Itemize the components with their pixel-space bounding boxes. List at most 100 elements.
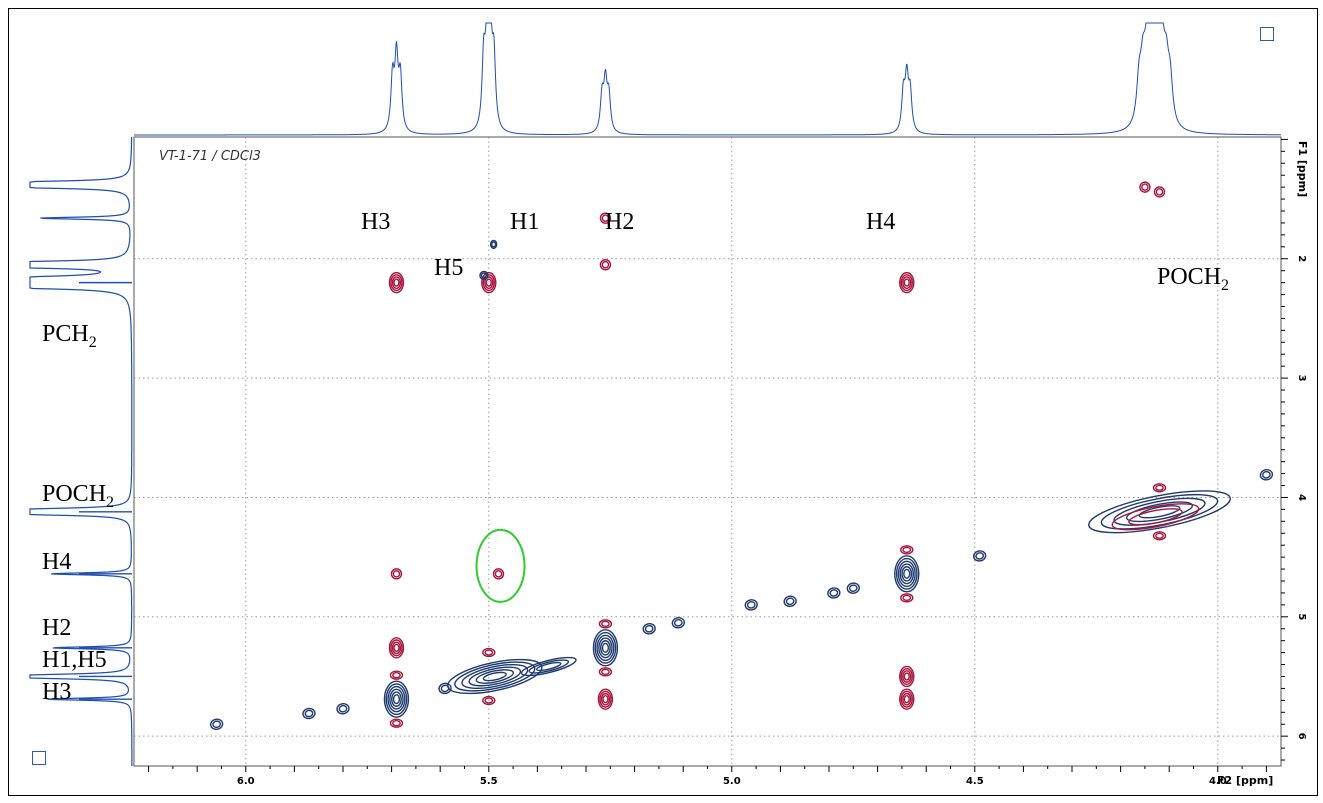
- diagonal-artefact-7-ring: [783, 595, 797, 608]
- cross-peak-1-ring: [484, 276, 494, 289]
- diagonal-peak-above-3: [900, 545, 914, 555]
- diagonal-peak-above-0-ring: [392, 672, 401, 679]
- diagonal-peak-2-ring: [598, 637, 613, 659]
- cross-peak-6-ring: [492, 568, 505, 580]
- diagonal-peak-below-3: [900, 593, 914, 603]
- diagonal-peak-2: [592, 629, 619, 667]
- cross-peak-1-ring: [485, 278, 492, 287]
- cross-peak-10-ring: [900, 690, 913, 708]
- diagonal-artefact-7-ring: [785, 597, 795, 606]
- cluster-positive-b-ring: [491, 241, 497, 248]
- cross-peak-2: [899, 271, 915, 294]
- cross-peak-8-ring: [600, 692, 611, 706]
- diagonal-peak-below-0-ring: [389, 718, 404, 728]
- cluster-positive-b-ring: [489, 239, 498, 250]
- label-h2-left: H2: [42, 615, 72, 641]
- cluster-positive-a-ring: [480, 272, 488, 279]
- label-h2-top: H2: [605, 209, 635, 235]
- cross-peak-0-ring: [388, 271, 405, 294]
- label-h3-left: H3: [42, 679, 72, 705]
- cross-peak-2-ring: [902, 276, 912, 289]
- diagonal-peak-4-ring: [1088, 490, 1231, 534]
- cross-peak-9-ring: [902, 670, 912, 683]
- cross-peak-10-ring: [903, 694, 910, 704]
- cross-peak-2-ring: [899, 271, 915, 294]
- diagonal-artefact-1-ring: [302, 707, 316, 720]
- diagonal-artefact-6-ring: [746, 601, 756, 609]
- diagonal-artefact-11-ring: [1262, 470, 1271, 479]
- diagonal-peak-above-1-ring: [484, 649, 494, 656]
- diagonal-peak-2-ring: [601, 642, 610, 653]
- diagonal-peak-below-2-ring: [598, 667, 613, 677]
- diagonal-artefact-0-ring: [209, 718, 224, 730]
- diagonal-artefact-10-ring: [975, 552, 985, 560]
- cross-peak-9: [899, 665, 915, 688]
- diagonal-artefact-4: [642, 623, 656, 635]
- diagonal-peak-neg-4-ring: [1111, 503, 1200, 531]
- diagonal-artefact-2-ring: [338, 704, 348, 713]
- label-pch2-left: PCH2: [42, 321, 97, 351]
- label-h1h5-left: H1,H5: [42, 647, 107, 673]
- y-axis-unit: F1 [ppm]: [1296, 141, 1309, 197]
- diagonal-peak-0-ring: [383, 680, 410, 718]
- cross-peak-7-ring: [391, 641, 402, 655]
- diagonal-peak-neg-4-ring: [1128, 508, 1183, 526]
- diagonal-peak-above-1: [482, 647, 496, 658]
- diagonal-peak-1-ring: [482, 671, 507, 682]
- corner-box-top-right[interactable]: [1260, 27, 1274, 41]
- diagonal-peak-above-2-ring: [601, 620, 610, 627]
- diagonal-peak-above-4-ring: [1155, 484, 1164, 491]
- diagonal-artefact-9-ring: [846, 582, 860, 594]
- diagonal-peak-2-ring: [592, 629, 619, 667]
- cluster-positive-a: [479, 270, 489, 281]
- cross-peak-2-ring: [900, 274, 913, 292]
- diagonal-peak-1-ring: [461, 663, 529, 689]
- diagonal-artefact-6-ring: [744, 599, 758, 611]
- cross-peak-5-ring: [390, 568, 403, 580]
- diagonal-artefact-3-ring: [438, 682, 452, 695]
- cross-peak-4: [599, 259, 612, 271]
- cross-peak-8-ring: [597, 688, 614, 710]
- diagonal-peak-tail-1-ring: [520, 656, 577, 677]
- diagonal-peak-0-ring: [392, 694, 401, 705]
- diagonal-peak-1: [447, 658, 543, 695]
- diagonal-artefact-1: [302, 707, 316, 720]
- diagonal-artefact-5-ring: [673, 618, 683, 627]
- diagonal-artefact-10-ring: [972, 550, 987, 562]
- corner-box-bottom-left[interactable]: [32, 751, 46, 765]
- cross-peak-0-ring: [393, 278, 400, 287]
- diagonal-artefact-11: [1259, 469, 1274, 481]
- diagonal-artefact-8: [827, 587, 841, 599]
- diagonal-peak-tail-1: [520, 656, 577, 677]
- cross-peak-9-ring: [899, 665, 915, 688]
- cross-peak-4-ring: [599, 259, 612, 271]
- diagonal-peak-0-ring: [387, 685, 406, 713]
- label-h1-top: H1: [510, 209, 540, 235]
- diagonal-artefact-5-ring: [671, 617, 686, 629]
- x-tick-label-2: 5.0: [723, 776, 741, 787]
- diagonal-peak-above-3-ring: [900, 545, 914, 555]
- cross-peak-0-ring: [391, 276, 402, 289]
- label-h4-left: H4: [42, 549, 72, 575]
- cross-peak-8: [597, 688, 614, 710]
- diagonal-artefact-2-ring: [336, 702, 350, 715]
- cross-peak-10-ring: [902, 692, 912, 706]
- cross-peak-7-ring: [390, 639, 403, 657]
- diagonal-peak-4-ring: [1100, 493, 1219, 530]
- spectrum-frame: 6.0 5.5 5.0 4.5 4.0 F2 [ppm] 2 3 4 5 6 F1 [ppm] VT-…: [8, 8, 1318, 796]
- diagonal-artefact-9: [846, 582, 860, 594]
- diagonal-artefact-8-ring: [827, 587, 841, 599]
- cross-peak-1-ring: [481, 271, 497, 294]
- diagonal-peak-below-1: [482, 695, 496, 706]
- diagonal-artefact-6: [744, 599, 758, 611]
- diagonal-peak-3-ring: [899, 563, 915, 585]
- cross-peak-3: [599, 212, 612, 224]
- y-tick-label-0: 2: [1296, 255, 1307, 262]
- cross-peak-5: [390, 568, 403, 580]
- diagonal-artefact-7: [783, 595, 797, 608]
- cross-peak-11: [1139, 181, 1151, 193]
- top-projection-spectrum: [134, 22, 1281, 136]
- diagonal-peak-tail-1-ring: [528, 659, 570, 674]
- cross-peak-0: [388, 271, 405, 294]
- cross-peak-12-ring: [1155, 188, 1164, 196]
